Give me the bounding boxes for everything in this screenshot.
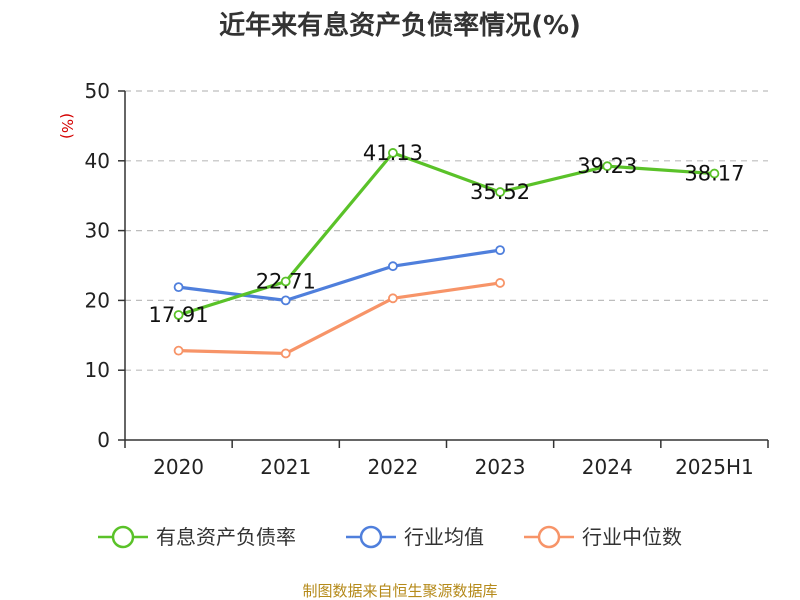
x-tick-label: 2021 xyxy=(260,455,311,479)
data-label: 39.23 xyxy=(577,154,637,178)
x-tick-label: 2025H1 xyxy=(675,455,754,479)
y-tick-label: 20 xyxy=(85,288,110,312)
legend-label: 行业均值 xyxy=(404,525,484,549)
y-tick-label: 40 xyxy=(85,149,110,173)
series-2 xyxy=(173,278,505,359)
data-point xyxy=(388,293,398,304)
data-point xyxy=(602,161,613,172)
data-label: 17.91 xyxy=(149,303,209,327)
data-point xyxy=(280,276,291,287)
x-tick-label: 2023 xyxy=(475,455,526,479)
data-point xyxy=(173,345,184,356)
legend-marker xyxy=(359,525,383,549)
y-axis-unit: (%) xyxy=(58,113,76,139)
y-tick-label: 0 xyxy=(97,428,110,452)
legend-item[interactable]: 行业中位数 xyxy=(524,525,682,549)
data-point xyxy=(709,168,720,179)
data-point xyxy=(388,148,398,158)
data-point xyxy=(495,278,505,288)
legend: 有息资产负债率 行业均值 行业中位数 xyxy=(98,525,682,549)
series-line xyxy=(176,281,502,356)
legend-item[interactable]: 有息资产负债率 xyxy=(98,525,296,549)
data-point xyxy=(173,310,184,320)
series-line xyxy=(176,248,502,302)
grid-lines xyxy=(125,90,768,371)
legend-label: 有息资产负债率 xyxy=(156,525,296,549)
series-group xyxy=(173,148,720,359)
source-note: 制图数据来自恒生聚源数据库 xyxy=(302,582,497,600)
x-tick-label: 2024 xyxy=(582,455,633,479)
y-tick-label: 30 xyxy=(85,219,110,243)
data-point xyxy=(280,295,291,306)
chart-title: 近年来有息资产负债率情况(%) xyxy=(219,10,581,41)
x-tick-label: 2022 xyxy=(367,455,418,479)
data-labels: 17.91 22.71 41.13 35.52 39.23 38.17 xyxy=(149,141,745,327)
series-0 xyxy=(173,148,720,320)
data-point xyxy=(280,348,291,359)
legend-label: 行业中位数 xyxy=(582,525,682,549)
data-label: 41.13 xyxy=(363,141,423,165)
legend-marker xyxy=(537,525,561,549)
series-1 xyxy=(173,245,505,306)
x-tick-label: 2020 xyxy=(153,455,204,479)
axes: 0 10 20 30 40 50 2020 2021 2022 2023 2024 2025H1 xyxy=(85,79,769,479)
data-point xyxy=(495,245,505,256)
legend-item[interactable]: 行业均值 xyxy=(346,525,484,549)
data-point xyxy=(388,261,398,272)
data-point xyxy=(495,187,505,197)
data-label: 35.52 xyxy=(470,180,530,204)
data-label: 38.17 xyxy=(684,162,744,186)
data-point xyxy=(173,282,184,293)
y-tick-label: 10 xyxy=(85,358,110,382)
series-line xyxy=(176,151,717,317)
y-tick-label: 50 xyxy=(85,79,110,103)
legend-marker xyxy=(111,525,135,549)
data-label: 22.71 xyxy=(256,269,316,293)
